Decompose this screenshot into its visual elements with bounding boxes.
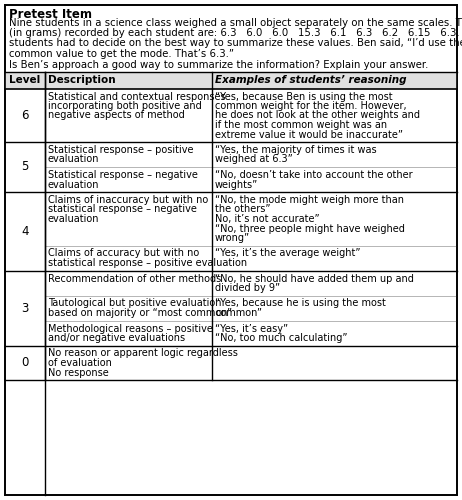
Text: Examples of students’ reasoning: Examples of students’ reasoning (215, 75, 407, 85)
Text: Description: Description (48, 75, 116, 85)
Text: “No, he should have added them up and: “No, he should have added them up and (215, 274, 414, 283)
Text: divided by 9”: divided by 9” (215, 283, 280, 293)
Text: evaluation: evaluation (48, 180, 99, 190)
Text: Statistical response – positive: Statistical response – positive (48, 145, 194, 155)
Text: evaluation: evaluation (48, 214, 99, 224)
Text: 3: 3 (21, 302, 29, 314)
Text: “No, three people might have weighed: “No, three people might have weighed (215, 224, 405, 234)
Bar (5, 72, 457, 88)
Text: “Yes, because Ben is using the most: “Yes, because Ben is using the most (215, 92, 393, 102)
Text: Recommendation of other methods: Recommendation of other methods (48, 274, 221, 283)
Text: “No, the mode might weigh more than: “No, the mode might weigh more than (215, 195, 404, 205)
Text: “No, too much calculating”: “No, too much calculating” (215, 333, 347, 343)
Text: Tautological but positive evaluation: Tautological but positive evaluation (48, 298, 221, 308)
Text: negative aspects of method: negative aspects of method (48, 110, 185, 120)
Text: common weight for the item. However,: common weight for the item. However, (215, 101, 407, 111)
Text: Level: Level (9, 75, 41, 85)
Text: he does not look at the other weights and: he does not look at the other weights an… (215, 110, 420, 120)
Text: common”: common” (215, 308, 262, 318)
Text: 6: 6 (21, 109, 29, 122)
Text: statistical response – negative: statistical response – negative (48, 204, 197, 214)
Text: No response: No response (48, 368, 109, 378)
Text: Methodological reasons – positive: Methodological reasons – positive (48, 324, 213, 334)
Text: 5: 5 (21, 160, 29, 173)
Text: based on majority or “most common”: based on majority or “most common” (48, 308, 232, 318)
Text: Is Ben’s approach a good way to summarize the information? Explain your answer.: Is Ben’s approach a good way to summariz… (9, 60, 428, 70)
Text: Claims of inaccuracy but with no: Claims of inaccuracy but with no (48, 195, 208, 205)
Text: wrong”: wrong” (215, 233, 250, 243)
Text: 4: 4 (21, 225, 29, 238)
Text: No, it’s not accurate”: No, it’s not accurate” (215, 214, 320, 224)
Text: No reason or apparent logic regardless: No reason or apparent logic regardless (48, 348, 238, 358)
Text: Claims of accuracy but with no: Claims of accuracy but with no (48, 248, 199, 258)
Text: “Yes, the majority of times it was: “Yes, the majority of times it was (215, 145, 377, 155)
Text: statistical response – positive evaluation: statistical response – positive evaluati… (48, 258, 247, 268)
Text: weighed at 6.3”: weighed at 6.3” (215, 154, 293, 164)
Text: incorporating both positive and: incorporating both positive and (48, 101, 202, 111)
Text: 0: 0 (21, 356, 29, 369)
Text: the others”: the others” (215, 204, 270, 214)
Text: weights”: weights” (215, 180, 258, 190)
Text: “Yes, it’s easy”: “Yes, it’s easy” (215, 324, 288, 334)
Text: evaluation: evaluation (48, 154, 99, 164)
Text: Statistical and contextual responses: Statistical and contextual responses (48, 92, 225, 102)
Text: (in grams) recorded by each student are: 6.3   6.0   6.0   15.3   6.1   6.3   6.: (in grams) recorded by each student are:… (9, 28, 462, 38)
Text: of evaluation: of evaluation (48, 358, 112, 368)
Text: Pretest Item: Pretest Item (9, 8, 92, 21)
Text: students had to decide on the best way to summarize these values. Ben said, “I’d: students had to decide on the best way t… (9, 38, 462, 48)
Text: “Yes, because he is using the most: “Yes, because he is using the most (215, 298, 386, 308)
Text: Statistical response – negative: Statistical response – negative (48, 170, 198, 180)
Text: if the most common weight was an: if the most common weight was an (215, 120, 387, 130)
Text: Nine students in a science class weighed a small object separately on the same s: Nine students in a science class weighed… (9, 18, 462, 28)
Text: common value to get the mode. That’s 6.3.”: common value to get the mode. That’s 6.3… (9, 49, 234, 59)
Text: “Yes, it’s the average weight”: “Yes, it’s the average weight” (215, 248, 360, 258)
Text: and/or negative evaluations: and/or negative evaluations (48, 333, 185, 343)
Text: extreme value it would be inaccurate”: extreme value it would be inaccurate” (215, 130, 403, 140)
Text: “No, doesn’t take into account the other: “No, doesn’t take into account the other (215, 170, 413, 180)
